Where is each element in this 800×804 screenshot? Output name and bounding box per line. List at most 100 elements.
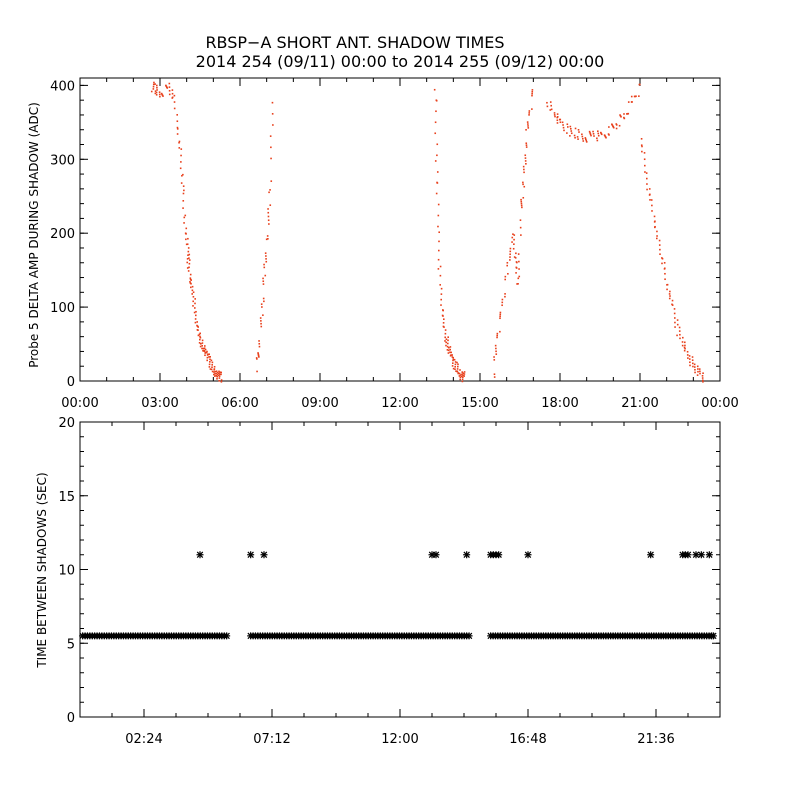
top-data-point xyxy=(262,280,265,283)
top-data-point xyxy=(198,342,201,344)
top-data-point xyxy=(173,94,176,97)
top-data-point xyxy=(440,287,443,290)
top-data-point xyxy=(627,112,630,115)
top-data-point xyxy=(692,365,694,368)
bottom-x-tick-label: 12:00 xyxy=(381,732,418,747)
top-data-point xyxy=(267,211,270,214)
top-data-point xyxy=(698,368,701,370)
bottom-data-point xyxy=(697,551,705,559)
top-data-point xyxy=(496,332,499,335)
top-data-point xyxy=(496,334,498,337)
top-data-point xyxy=(265,258,267,260)
top-data-point xyxy=(612,126,615,129)
top-data-point xyxy=(525,142,528,145)
top-data-point xyxy=(656,237,658,240)
top-data-point xyxy=(210,368,213,371)
top-data-point xyxy=(522,196,525,199)
top-data-point xyxy=(162,95,164,97)
bottom-baseline-point xyxy=(465,632,473,640)
top-data-point xyxy=(639,83,641,86)
top-data-point xyxy=(589,132,591,134)
top-data-point xyxy=(452,367,455,370)
top-data-point xyxy=(196,321,198,323)
top-data-point xyxy=(569,135,571,137)
bottom-data-point xyxy=(463,551,471,559)
top-data-point xyxy=(439,274,442,277)
top-data-point xyxy=(493,359,496,361)
top-data-point xyxy=(182,192,185,195)
bottom-x-tick-label: 02:24 xyxy=(125,732,162,747)
top-data-point xyxy=(441,314,444,317)
top-data-point xyxy=(499,317,501,320)
top-data-point xyxy=(512,247,515,250)
top-data-point xyxy=(444,332,447,335)
top-data-point xyxy=(168,89,171,92)
top-data-point xyxy=(178,147,181,149)
top-data-point xyxy=(462,376,464,379)
top-data-point xyxy=(203,347,206,349)
top-data-point xyxy=(165,84,167,87)
top-data-point xyxy=(463,373,466,375)
top-data-point xyxy=(209,356,211,358)
top-data-point xyxy=(644,171,646,173)
top-data-point xyxy=(678,326,681,329)
top-data-point xyxy=(520,198,522,201)
top-data-point xyxy=(668,293,671,295)
top-data-point xyxy=(582,137,584,140)
top-data-point xyxy=(269,135,272,137)
top-data-point xyxy=(176,133,179,135)
top-data-point xyxy=(694,368,696,371)
top-data-point xyxy=(208,356,210,358)
top-data-point xyxy=(153,81,155,84)
top-data-point xyxy=(499,311,502,314)
bottom-plot-frame xyxy=(79,421,721,718)
top-data-point xyxy=(679,337,681,340)
chart-title-line1: RBSP−A SHORT ANT. SHADOW TIMES xyxy=(205,33,504,52)
top-data-point xyxy=(439,265,442,268)
top-data-point xyxy=(661,257,663,259)
top-data-point xyxy=(576,136,579,138)
top-data-point xyxy=(531,108,533,110)
top-data-point xyxy=(214,370,216,373)
top-data-point xyxy=(457,365,459,368)
top-data-point xyxy=(682,336,684,339)
top-data-point xyxy=(669,290,671,293)
top-data-point xyxy=(188,259,191,261)
top-data-point xyxy=(444,336,446,339)
top-data-point xyxy=(523,171,525,174)
top-y-tick-label: 400 xyxy=(50,79,75,94)
top-data-point xyxy=(582,140,585,142)
top-data-point xyxy=(574,127,577,130)
top-data-point xyxy=(258,342,261,345)
bottom-y-tick-label: 5 xyxy=(67,637,75,652)
top-data-point xyxy=(446,349,449,351)
top-data-point xyxy=(615,127,618,130)
top-data-point xyxy=(649,193,651,196)
top-data-point xyxy=(450,354,452,356)
top-data-point xyxy=(584,137,587,139)
top-data-point xyxy=(211,366,213,369)
top-data-point xyxy=(270,146,272,149)
top-data-point xyxy=(189,282,192,284)
top-data-point xyxy=(574,136,576,139)
top-data-point xyxy=(187,250,190,253)
top-data-point xyxy=(204,354,206,357)
top-data-point xyxy=(195,314,197,317)
bottom-data-point xyxy=(709,632,717,640)
top-data-point xyxy=(458,372,461,375)
top-data-point xyxy=(527,123,529,125)
top-data-point xyxy=(270,157,272,160)
top-data-point xyxy=(506,264,508,267)
top-data-point xyxy=(553,114,556,116)
top-data-point xyxy=(699,370,701,373)
top-data-point xyxy=(570,132,573,135)
top-data-point xyxy=(589,133,592,136)
top-data-point xyxy=(646,188,648,191)
top-data-point xyxy=(209,358,211,361)
top-data-point xyxy=(260,322,262,325)
top-data-point xyxy=(268,223,270,225)
top-data-point xyxy=(654,225,656,228)
top-data-point xyxy=(563,129,565,132)
top-data-point xyxy=(257,352,259,354)
top-data-point xyxy=(156,84,158,87)
